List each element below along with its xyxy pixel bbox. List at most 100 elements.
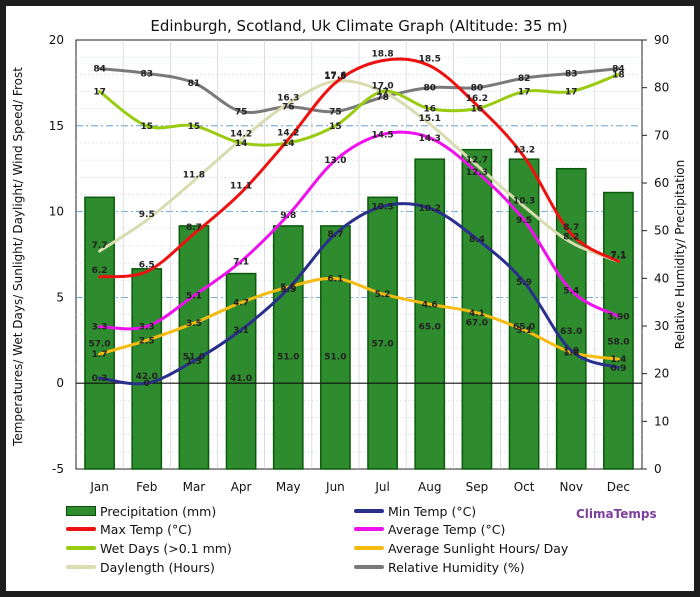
humidity-label: 84	[612, 65, 625, 75]
right-axis-tick: 90	[654, 33, 669, 47]
right-axis-tick: 0	[654, 462, 662, 476]
min-temp-label: 8.4	[469, 235, 485, 245]
humidity-label: 75	[329, 108, 342, 118]
daylength-label: 7.7	[92, 241, 108, 251]
average-temp-label: 13.0	[324, 156, 346, 166]
precipitation-label: 51.0	[277, 353, 299, 363]
daylength-label: 11.8	[183, 171, 205, 181]
left-axis-tick: 5	[56, 290, 64, 304]
right-axis-tick: 30	[654, 319, 669, 333]
precipitation-bar	[555, 167, 587, 470]
sunlight-label: 6.1	[327, 275, 343, 285]
left-axis-label: Temperatures/ Wet Days/ Sunlight/ Daylig…	[11, 67, 25, 447]
min-temp-label: 10.3	[371, 202, 393, 212]
sunlight-label: 1.7	[92, 350, 108, 360]
humidity-label: 81	[188, 79, 201, 89]
legend-line-swatch	[354, 527, 384, 531]
average-temp-label: 3.90	[607, 312, 629, 322]
legend-precipitation: Precipitation (mm)	[66, 502, 216, 520]
right-axis-tick: 70	[654, 128, 669, 142]
average-temp-label: 5.4	[563, 287, 579, 297]
max-temp-label: 8.7	[563, 223, 579, 233]
legend-average-temp: Average Temp (°C)	[354, 520, 505, 538]
min-temp-label: 0.9	[610, 364, 626, 374]
average-temp-label: 7.1	[233, 257, 249, 267]
daylength-label: 17.6	[324, 71, 346, 81]
humidity-label: 83	[565, 69, 578, 79]
precipitation-bar	[603, 191, 634, 470]
min-temp-label: 3.1	[233, 326, 249, 336]
wet-days-label: 15	[140, 122, 153, 132]
precipitation-label: 51.0	[324, 353, 346, 363]
wet-days-label: 17	[376, 87, 389, 97]
x-axis-tick: Feb	[136, 480, 157, 494]
max-temp-label: 11.1	[230, 182, 252, 192]
legend: Precipitation (mm) Max Temp (°C) Wet Day…	[66, 500, 626, 582]
precipitation-bar	[178, 225, 210, 470]
sunlight-label: 4.6	[422, 300, 438, 310]
wet-days-label: 14	[235, 139, 248, 149]
wet-days-label: 17	[93, 87, 106, 97]
daylength-label: 7.1	[610, 251, 626, 261]
precipitation-label: 57.0	[88, 340, 110, 350]
min-temp-label: 0.3	[92, 374, 108, 384]
humidity-label: 84	[93, 65, 106, 75]
legend-line-swatch	[66, 565, 96, 569]
legend-bar-swatch	[66, 506, 96, 516]
left-axis-tick: 20	[49, 33, 64, 47]
humidity-label: 82	[518, 74, 531, 84]
x-axis-tick: Oct	[514, 480, 535, 494]
legend-max-temp: Max Temp (°C)	[66, 520, 192, 538]
sunlight-label: 4.7	[233, 299, 249, 309]
daylength-label: 14.2	[230, 130, 252, 140]
max-temp-label: 6.2	[92, 266, 108, 276]
left-axis-tick: 0	[56, 376, 64, 390]
x-axis-tick: Dec	[607, 480, 630, 494]
right-axis-tick: 50	[654, 224, 669, 238]
legend-label: Average Sunlight Hours/ Day	[388, 540, 569, 556]
x-axis-tick: Jun	[325, 480, 345, 494]
right-axis-tick: 80	[654, 81, 669, 95]
legend-line-swatch	[354, 546, 384, 550]
average-temp-line	[98, 130, 620, 331]
average-temp-label: 3.3	[92, 323, 108, 333]
right-axis-tick: 10	[654, 414, 669, 428]
average-temp-label: 9.5	[516, 216, 532, 226]
legend-line-swatch	[66, 546, 96, 550]
max-temp-label: 13.2	[513, 146, 535, 156]
average-temp-label: 9.8	[280, 211, 296, 221]
right-axis-label: Relative Humidity/ Precipitation	[673, 160, 687, 349]
daylength-line	[98, 79, 620, 263]
legend-line-swatch	[66, 527, 96, 531]
wet-days-label: 17	[518, 87, 531, 97]
right-axis-tick: 60	[654, 176, 669, 190]
min-temp-line	[98, 202, 620, 386]
legend-wet-days: Wet Days (>0.1 mm)	[66, 539, 232, 557]
legend-label: Relative Humidity (%)	[388, 559, 525, 575]
legend-humidity: Relative Humidity (%)	[354, 558, 525, 576]
wet-days-label: 15	[188, 122, 201, 132]
min-temp-label: 5.5	[280, 285, 296, 295]
wet-days-label: 16	[423, 105, 436, 115]
humidity-label: 83	[140, 69, 153, 79]
precipitation-label: 65.0	[513, 323, 535, 333]
legend-line-swatch	[354, 565, 384, 569]
max-temp-label: 7.1	[610, 250, 626, 260]
legend-line-swatch	[354, 509, 384, 513]
min-temp-label: 0	[144, 379, 150, 389]
wet-days-label: 14	[282, 139, 295, 149]
sunlight-label: 1.4	[610, 355, 626, 365]
precipitation-label: 67.0	[466, 318, 488, 328]
average-temp-label: 3.3	[139, 323, 155, 333]
humidity-label: 75	[235, 108, 248, 118]
max-temp-label: 6.5	[139, 261, 155, 271]
daylength-label: 10.3	[513, 196, 535, 206]
average-temp-label: 12.3	[466, 168, 488, 178]
humidity-label: 78	[376, 93, 389, 103]
min-temp-label: 1.9	[563, 347, 579, 357]
average-temp-label: 14.5	[371, 130, 393, 140]
max-temp-label: 8.7	[186, 223, 202, 233]
daylength-label: 17.0	[371, 81, 393, 91]
max-temp-label: 18.8	[371, 50, 393, 60]
